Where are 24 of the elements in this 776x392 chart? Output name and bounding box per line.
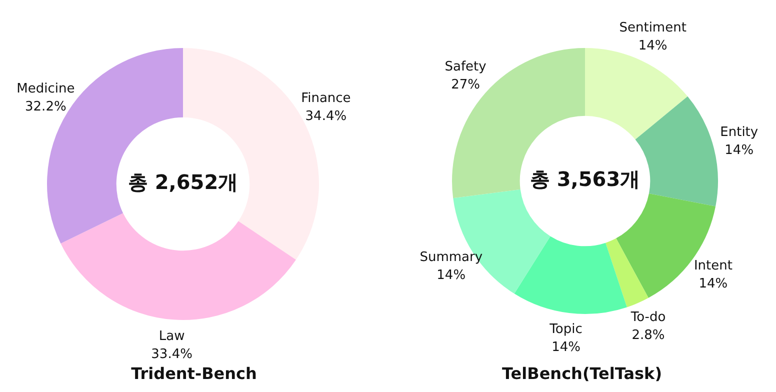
text: TelBench(TelTask): [501, 364, 663, 383]
slice-label: Medicine: [16, 81, 75, 96]
data-label: 2.8%: [632, 328, 665, 344]
slice-label: Entity: [720, 125, 758, 140]
data-label: 14%: [436, 268, 466, 284]
data-label: 33.4%: [151, 346, 192, 362]
slice-label: Law: [158, 328, 186, 344]
data-label: 14%: [552, 340, 580, 356]
text: 총 2,652개: [128, 170, 238, 194]
slice-label: Topic: [548, 322, 582, 338]
text: Trident-Bench: [130, 364, 258, 383]
slice-label: Summary: [420, 250, 483, 266]
slice-label: Safety: [444, 59, 487, 74]
text: 총 3,563개: [530, 167, 640, 192]
data-label: 32.2%: [25, 99, 66, 114]
data-label: 14%: [698, 276, 728, 292]
data-label: 14%: [724, 143, 754, 158]
slice-label: Sentiment: [619, 20, 686, 36]
slice-label: Finance: [301, 91, 351, 106]
data-label: 34.4%: [305, 109, 347, 124]
data-label: 27%: [451, 77, 480, 92]
slice-label: Intent: [694, 258, 732, 274]
slice-label: To-do: [630, 310, 666, 326]
data-label: 14%: [638, 38, 668, 54]
